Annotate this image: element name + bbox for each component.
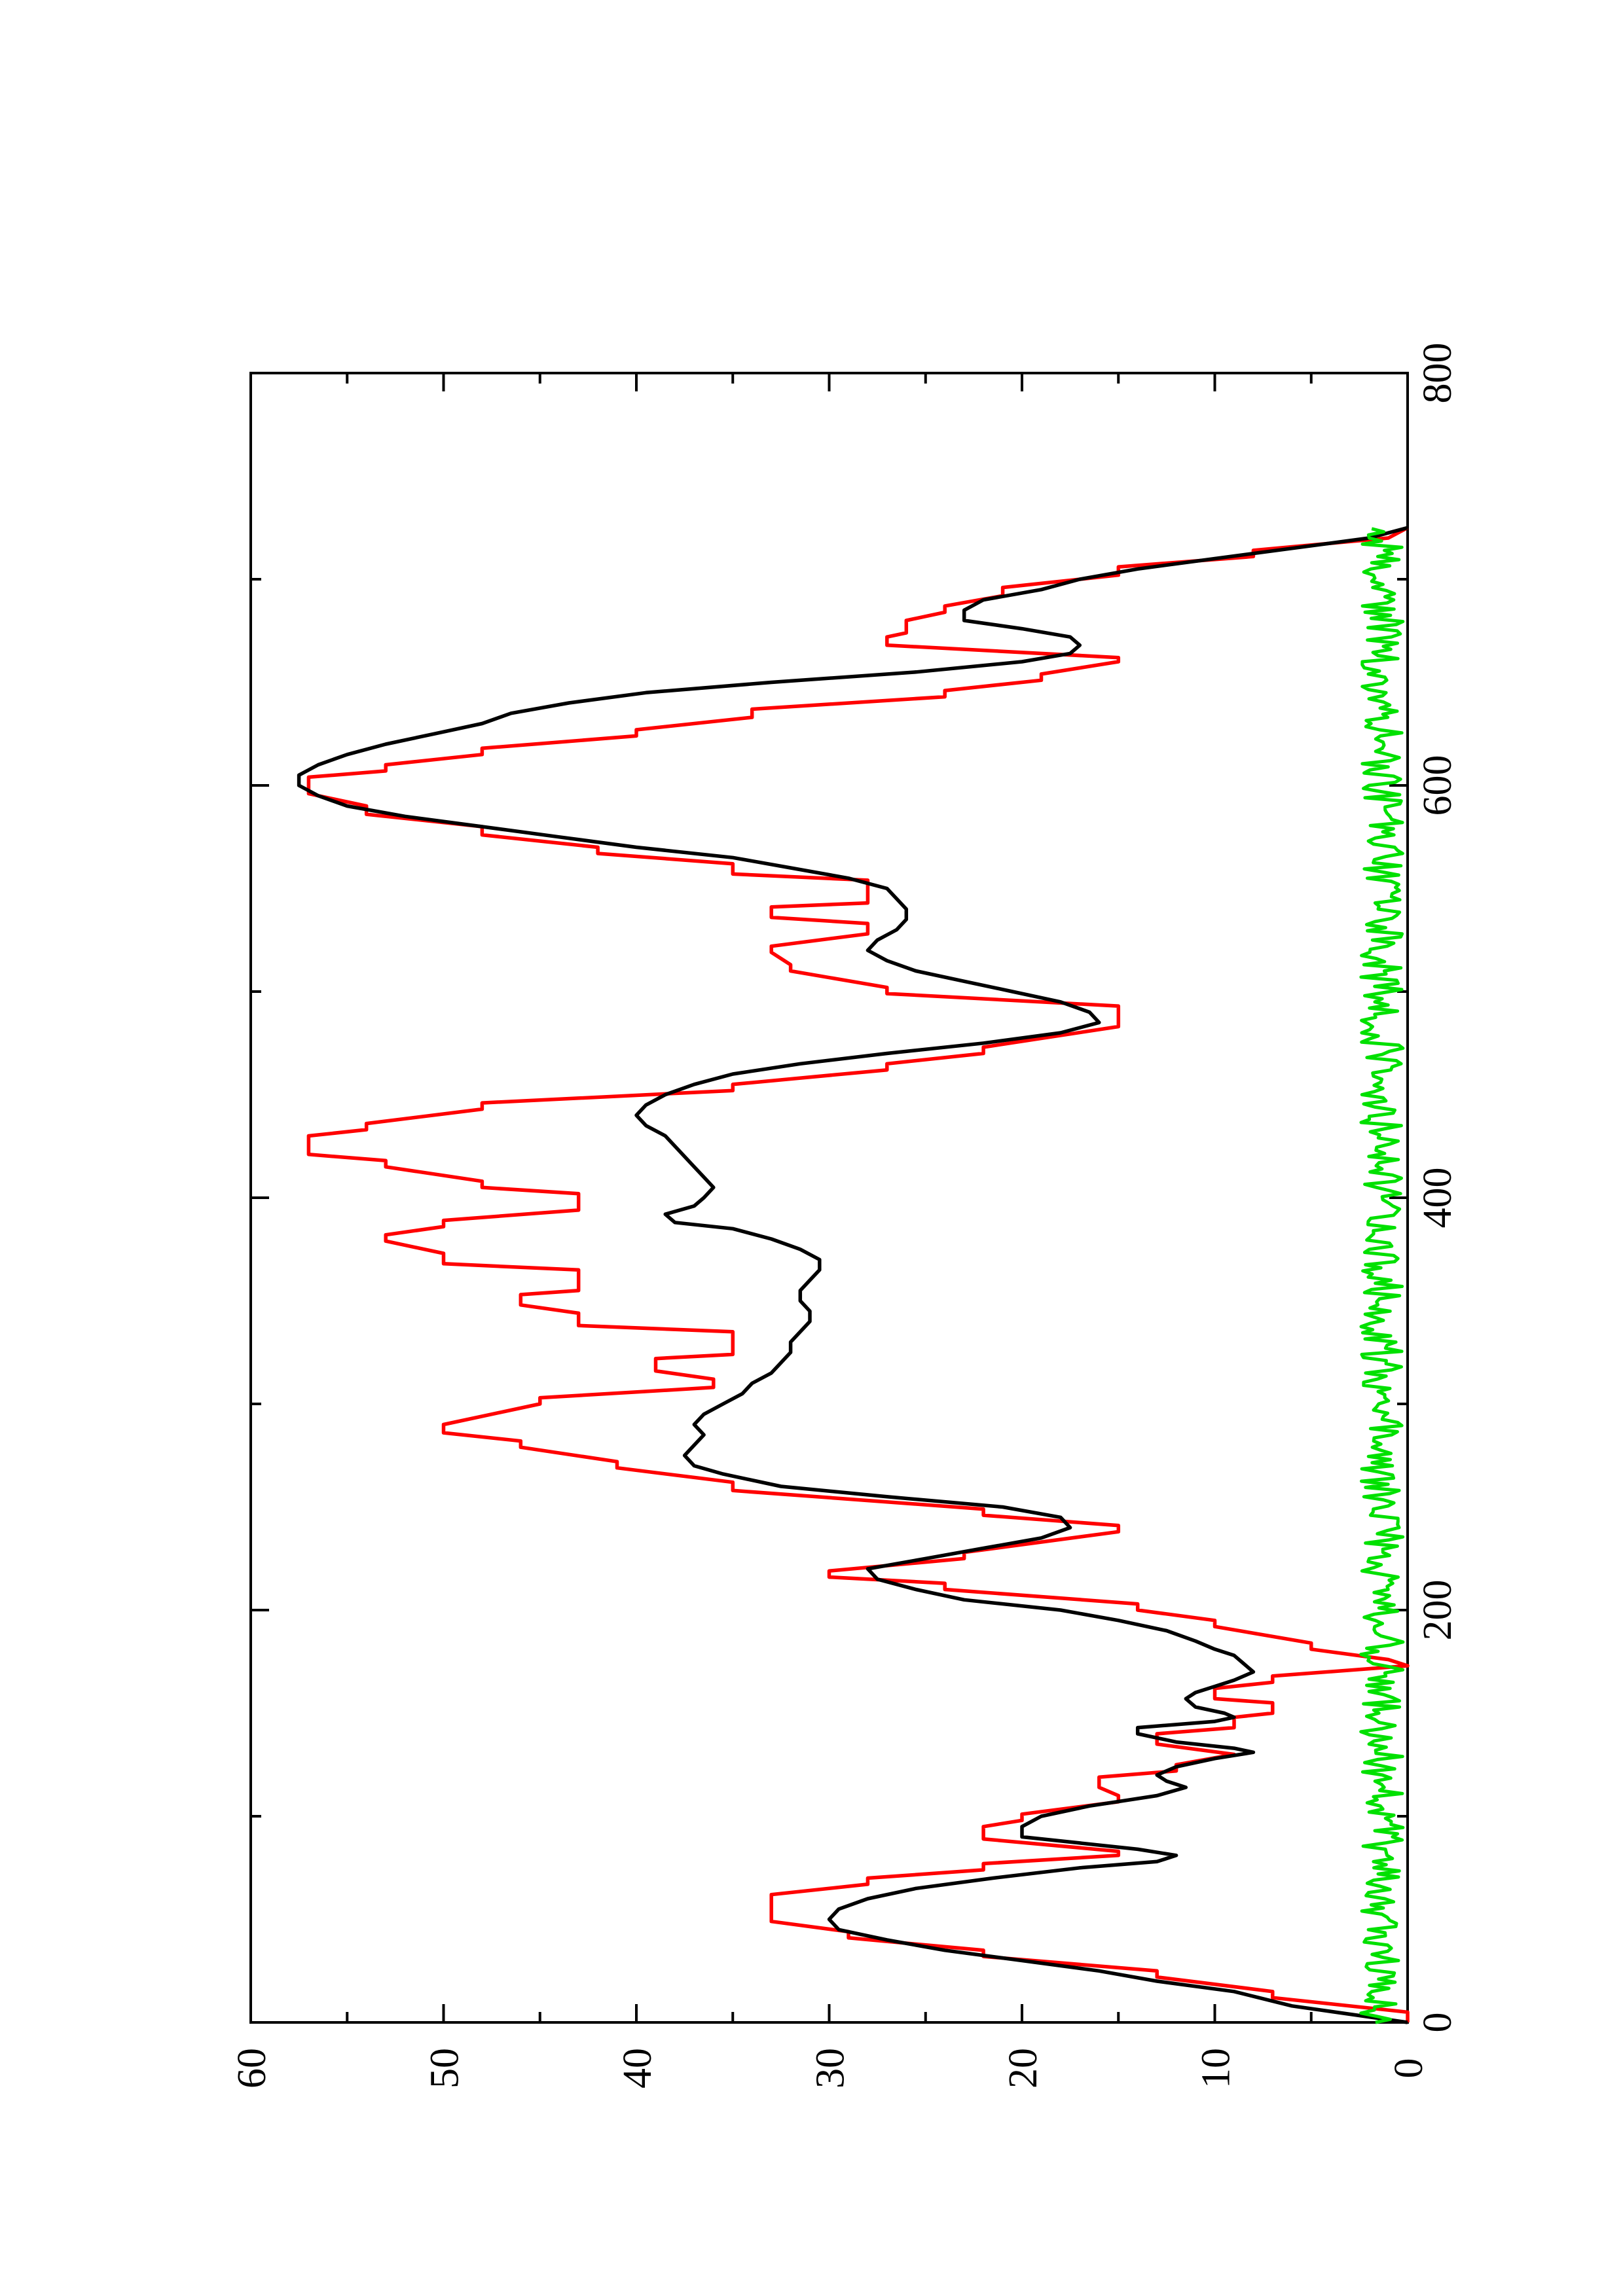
series-line-1 (306, 526, 1410, 2022)
x-tick-label: 800 (1415, 343, 1460, 404)
x-tick-label: 600 (1415, 755, 1460, 816)
y-tick-label: 60 (230, 2048, 274, 2089)
y-tick-label: 10 (1194, 2048, 1239, 2089)
series-line-2 (297, 526, 1408, 2024)
y-tick-label: 20 (1001, 2048, 1046, 2089)
plot-frame (249, 372, 1409, 2024)
y-tick-label: 40 (615, 2048, 660, 2089)
x-tick-label: 0 (1415, 2013, 1460, 2033)
series-line-3 (1359, 527, 1405, 2024)
y-tick-label: 30 (809, 2048, 853, 2089)
y-tick-label: 50 (423, 2048, 467, 2089)
x-tick-label: 200 (1415, 1580, 1460, 1641)
x-tick-label: 400 (1415, 1168, 1460, 1229)
plot-area: 0 200 400 600 800 0 10 20 30 40 50 60 (230, 343, 1460, 2089)
y-tick-label: 0 (1387, 2058, 1431, 2079)
